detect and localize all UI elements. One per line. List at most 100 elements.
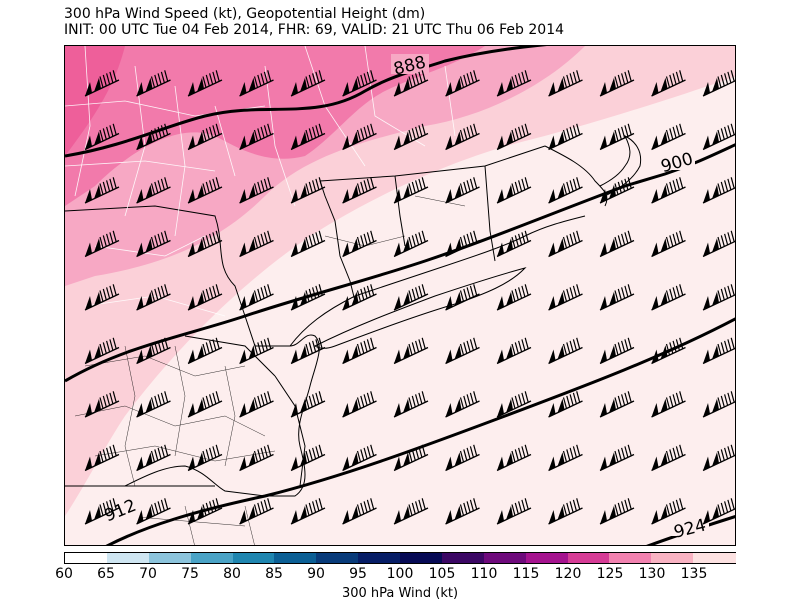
wind-barb-icon	[187, 70, 223, 97]
colorbar-tick-label: 60	[55, 566, 73, 582]
colorbar-tick-label: 100	[386, 566, 414, 582]
colorbar-segment	[316, 553, 359, 563]
wind-barb-icon	[393, 391, 429, 418]
wind-barb-icon	[239, 444, 274, 472]
wind-barb-icon	[496, 123, 532, 151]
wind-barb-icon	[651, 284, 686, 311]
colorbar-segment	[441, 553, 485, 563]
wind-barb-icon	[548, 123, 583, 151]
wind-barb-icon	[445, 337, 480, 365]
contour-labels: 888 900 912 924	[101, 52, 709, 543]
wind-barb-icon	[393, 70, 429, 97]
wind-barb-icon	[136, 444, 171, 472]
wind-barb-icon	[84, 391, 120, 418]
wind-barb-icon	[599, 337, 635, 365]
wind-barb-icon	[84, 498, 120, 525]
wind-barb-icon	[187, 123, 223, 151]
colorbar-segment	[106, 553, 150, 563]
wind-barb-icon	[136, 70, 171, 97]
colorbar-tick-label: 95	[349, 566, 367, 582]
wind-barb-icon	[393, 337, 429, 365]
wind-barb-icon	[445, 177, 480, 204]
colorbar-segment	[567, 553, 610, 563]
colorbar-tick-label: 80	[223, 566, 241, 582]
wind-barb-icon	[445, 391, 480, 418]
chart-subtitle: INIT: 00 UTC Tue 04 Feb 2014, FHR: 69, V…	[64, 22, 565, 38]
colorbar-tick-label: 90	[307, 566, 325, 582]
wind-barb-icon	[136, 337, 171, 365]
colorbar-tick-label: 130	[638, 566, 666, 582]
wind-barb-icon	[187, 444, 223, 472]
wind-barb-icon	[136, 284, 171, 311]
wind-barb-icon	[136, 498, 171, 525]
colorbar-segment	[651, 553, 694, 563]
wind-barb-icon	[445, 230, 480, 258]
wind-barb-icon	[239, 230, 274, 258]
wind-barb-icon	[239, 70, 274, 97]
wind-barb-icon	[290, 498, 326, 525]
wind-barb-icon	[239, 337, 274, 365]
contour-900	[65, 143, 735, 383]
wind-barb-icon	[548, 230, 583, 258]
wind-barb-icon	[445, 123, 480, 151]
wind-barb-icon	[342, 284, 377, 311]
wind-barb-icon	[290, 391, 326, 418]
wind-barb-icon	[496, 70, 532, 97]
wind-barb-icon	[651, 230, 686, 258]
colorbar-tick-label: 105	[428, 566, 456, 582]
colorbar-segment	[358, 553, 401, 563]
wind-barb-icon	[651, 391, 686, 418]
wind-barb-icon	[599, 177, 635, 204]
wind-barb-icon	[548, 70, 583, 97]
wind-barb-icon	[599, 230, 635, 258]
wind-barb-icon	[342, 444, 377, 472]
colorbar-segment	[148, 553, 192, 563]
map-panel: 888 900 912 924	[64, 45, 736, 546]
wind-barb-icon	[651, 337, 686, 365]
colorbar-tick-label: 115	[512, 566, 540, 582]
wind-barb-icon	[702, 444, 735, 472]
wind-barb-icon	[445, 498, 480, 525]
cape-cod	[599, 134, 642, 197]
wind-barb-icon	[342, 70, 377, 97]
contour-912	[105, 317, 735, 545]
wind-barb-icon	[136, 123, 171, 151]
wind-barb-icon	[187, 177, 223, 204]
wind-barb-icon	[393, 498, 429, 525]
coastline	[65, 134, 642, 497]
colorbar-tick-label: 110	[470, 566, 498, 582]
colorbar-segment	[65, 553, 108, 563]
wind-barb-icon	[342, 230, 377, 258]
colorbar-segment	[693, 553, 736, 563]
wind-barb-icon	[496, 177, 532, 204]
wind-barb-icon	[548, 444, 583, 472]
wind-barb-icon	[702, 230, 735, 258]
wind-barb-icon	[548, 498, 583, 525]
wind-barb-icon	[702, 177, 735, 204]
wind-barb-icon	[290, 230, 326, 258]
colorbar-tick-label: 135	[680, 566, 708, 582]
wind-barb-icon	[342, 123, 377, 151]
colorbar-segment	[190, 553, 233, 563]
wind-barb-icon	[136, 230, 171, 258]
wind-barb-icon	[136, 391, 171, 418]
wind-barb-icon	[599, 123, 635, 151]
wind-barb-icon	[651, 177, 686, 204]
wind-barb-icon	[187, 337, 223, 365]
wind-barb-icon	[496, 284, 532, 311]
wind-barb-icon	[290, 284, 326, 311]
colorbar-tick-label: 65	[97, 566, 115, 582]
wind-barb-icon	[702, 284, 735, 311]
colorbar-segment	[274, 553, 317, 563]
wind-barb-icon	[187, 284, 223, 311]
colorbar-tick-label: 75	[181, 566, 199, 582]
wind-barb-icon	[599, 70, 635, 97]
wind-barb-icon	[496, 337, 532, 365]
wind-barb-icon	[136, 177, 171, 204]
wind-barb-icon	[702, 70, 735, 97]
wind-barb-icon	[651, 123, 686, 151]
colorbar-segment	[400, 553, 443, 563]
wind-barb-icon	[187, 498, 223, 525]
wind-barb-icon	[393, 123, 429, 151]
wind-barb-icon	[651, 444, 686, 472]
